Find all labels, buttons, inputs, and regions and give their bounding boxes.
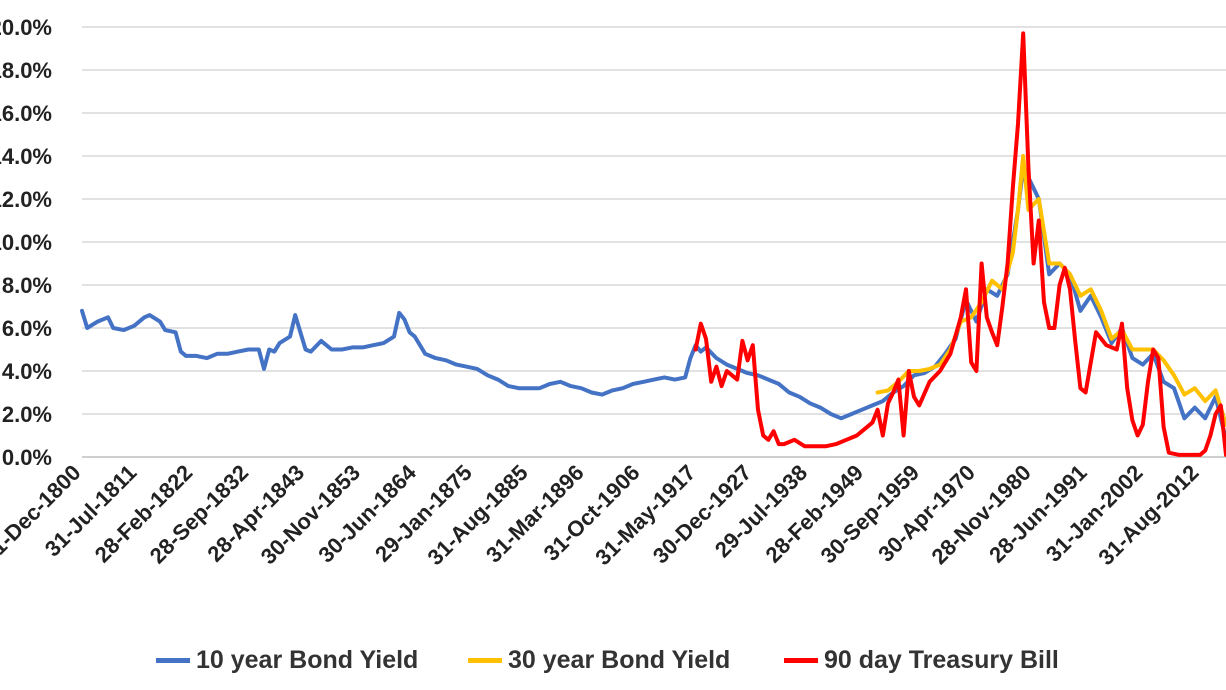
- series-line-90-day-treasury-bill: [693, 31, 1226, 457]
- legend-item-10-year: 10 year Bond Yield: [156, 640, 418, 680]
- legend-label-30-year: 30 year Bond Yield: [508, 645, 731, 674]
- y-tick-label: 14.0%: [0, 144, 52, 169]
- legend-label-10-year: 10 year Bond Yield: [196, 645, 419, 674]
- y-tick-label: 4.0%: [2, 359, 52, 384]
- series-line-10-year-bond-yield: [80, 164, 1226, 442]
- series-line-30-year-bond-yield: [875, 154, 1226, 427]
- legend-swatch-30-year: [468, 657, 502, 663]
- y-tick-label: 10.0%: [0, 230, 52, 255]
- series-lines: [80, 31, 1226, 457]
- x-axis-tick-labels: 31-Dec-180031-Jul-181128-Feb-182228-Sep-…: [0, 459, 1204, 570]
- y-tick-label: 8.0%: [2, 273, 52, 298]
- y-tick-label: 20.0%: [0, 15, 52, 40]
- legend-label-90-day: 90 day Treasury Bill: [824, 645, 1059, 674]
- legend-item-90-day: 90 day Treasury Bill: [784, 640, 1059, 680]
- legend-swatch-90-day: [784, 657, 818, 663]
- y-axis-tick-labels: 0.0% 2.0% 4.0% 6.0% 8.0% 10.0% 12.0% 14.0% 16.0%…: [0, 15, 52, 470]
- y-tick-label: 2.0%: [2, 402, 52, 427]
- legend: 10 year Bond Yield 30 year Bond Yield 90…: [0, 640, 1226, 680]
- legend-swatch-10-year: [156, 657, 190, 663]
- y-tick-label: 16.0%: [0, 101, 52, 126]
- line-chart: 0.0% 2.0% 4.0% 6.0% 8.0% 10.0% 12.0% 14.0% 16.0%…: [0, 15, 1226, 570]
- y-tick-label: 18.0%: [0, 58, 52, 83]
- y-tick-label: 0.0%: [2, 445, 52, 470]
- gridlines: [82, 26, 1226, 415]
- legend-item-30-year: 30 year Bond Yield: [468, 640, 730, 680]
- y-tick-label: 6.0%: [2, 316, 52, 341]
- y-tick-label: 12.0%: [0, 187, 52, 212]
